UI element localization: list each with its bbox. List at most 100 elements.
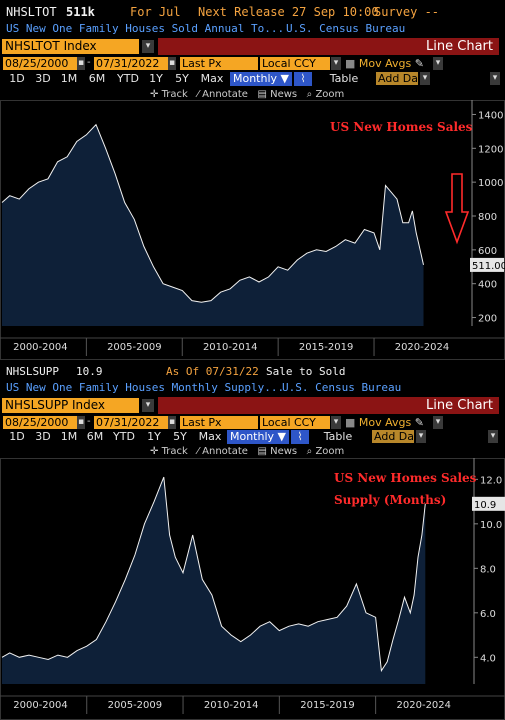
top-index-field[interactable]: NHSLTOT Index xyxy=(2,39,139,54)
top-chart-type[interactable]: Line Chart xyxy=(158,38,499,55)
top-ytick-label: 1200 xyxy=(478,144,503,155)
bottom-tools: ✛ Track ⁄ Annotate ▤ News ⌕ Zoom xyxy=(150,446,344,457)
top-mov-avgs[interactable]: ■ Mov Avgs ✎ xyxy=(345,57,424,70)
top-mov-avgs-label: Mov Avgs xyxy=(358,57,412,70)
bottom-xtick-label: 2000-2004 xyxy=(13,700,68,711)
bottom-frequency-select[interactable]: Monthly ▼ xyxy=(227,430,289,444)
top-range-1y[interactable]: 1Y xyxy=(149,72,163,85)
bottom-currency-dropdown[interactable]: ▾ xyxy=(331,416,341,429)
bottom-table-button[interactable]: Table xyxy=(320,430,356,444)
top-last-value-box xyxy=(470,257,504,272)
top-desc-line: US New One Family Houses Sold Annual To.… xyxy=(0,22,505,36)
bottom-range-6m[interactable]: 6M xyxy=(86,430,104,443)
top-currency-dropdown[interactable]: ▾ xyxy=(331,57,341,70)
bottom-sale: Sale to Sold xyxy=(266,365,346,378)
top-frequency-label: Monthly xyxy=(232,72,278,85)
top-xtick-label: 2005-2009 xyxy=(107,342,162,353)
bottom-chart[interactable]: 12.0 10.0 8.0 6.0 4.0 2000-2004 2005-2009 2010-… xyxy=(0,458,505,720)
top-tools: ✛ Track ⁄ Annotate ▤ News ⌕ Zoom xyxy=(150,89,344,100)
bottom-news-tool[interactable]: ▤ News xyxy=(257,446,298,457)
bottom-range-1m[interactable]: 1M xyxy=(60,430,78,443)
top-table-button[interactable]: Table xyxy=(326,72,362,86)
bottom-xtick-label: 2010-2014 xyxy=(204,700,259,711)
bottom-add-dropdown[interactable]: ▾ xyxy=(416,430,426,443)
pencil-icon[interactable]: ✎ xyxy=(414,416,424,429)
top-for: For Jul xyxy=(130,5,181,19)
top-annotate-tool[interactable]: ⁄ Annotate xyxy=(197,89,248,100)
top-range-3d[interactable]: 3D xyxy=(35,72,51,85)
bottom-annotate-tool[interactable]: ⁄ Annotate xyxy=(197,446,248,457)
top-annotation: US New Homes Sales xyxy=(330,120,473,134)
bottom-track-tool[interactable]: ✛ Track xyxy=(150,446,188,457)
top-end-date[interactable]: 07/31/2022 xyxy=(94,57,168,70)
bottom-as-of: As Of 07/31/22 xyxy=(166,365,259,378)
top-chart[interactable]: 1400 1200 1000 800 600 400 200 2000-2004 2005-20… xyxy=(0,100,505,360)
bottom-last-value-box xyxy=(472,496,505,511)
top-settings-dropdown[interactable]: ▾ xyxy=(490,72,500,85)
bottom-currency[interactable]: Local CCY xyxy=(260,416,330,429)
top-date-sep: - xyxy=(87,57,91,68)
top-range-5y[interactable]: 5Y xyxy=(175,72,189,85)
bottom-description: US New One Family Houses Monthly Supply.… xyxy=(6,381,285,394)
bottom-range-ytd[interactable]: YTD xyxy=(113,430,135,443)
bottom-series-line xyxy=(1,476,426,673)
bottom-range-1d[interactable]: 1D xyxy=(9,430,25,443)
top-end-calendar-icon[interactable]: ▪ xyxy=(168,57,176,70)
top-start-date[interactable]: 08/25/2000 xyxy=(3,57,77,70)
top-mov-dropdown[interactable]: ▾ xyxy=(433,57,443,70)
top-value: 511k xyxy=(66,5,95,19)
top-price-field[interactable]: Last Px xyxy=(180,57,258,70)
bottom-end-calendar-icon[interactable]: ▪ xyxy=(168,416,176,429)
bottom-range-3d[interactable]: 3D xyxy=(35,430,51,443)
top-down-arrow-icon xyxy=(444,173,470,245)
bottom-range-max[interactable]: Max xyxy=(198,430,222,443)
top-panel: NHSLTOT 511k For Jul Next Release 27 Sep… xyxy=(0,5,505,360)
top-frequency-select[interactable]: Monthly ▼ xyxy=(230,72,292,86)
top-news-tool[interactable]: ▤ News xyxy=(257,89,298,100)
bottom-price-field[interactable]: Last Px xyxy=(180,416,258,429)
top-range-1d[interactable]: 1D xyxy=(9,72,25,85)
bottom-ytick-label: 10.0 xyxy=(480,520,502,531)
bottom-date-sep: - xyxy=(87,416,91,427)
bottom-mov-dropdown[interactable]: ▾ xyxy=(433,416,443,429)
top-chart-style-icon[interactable]: ⌇ xyxy=(294,72,312,86)
bottom-annotate-label: Annotate xyxy=(202,446,248,457)
top-zoom-tool[interactable]: ⌕ Zoom xyxy=(306,89,345,100)
bottom-range-5y[interactable]: 5Y xyxy=(173,430,187,443)
bottom-index-field[interactable]: NHSLSUPP Index xyxy=(2,398,139,413)
bottom-settings-dropdown[interactable]: ▾ xyxy=(488,430,498,443)
bottom-start-date[interactable]: 08/25/2000 xyxy=(3,416,77,429)
top-add-data[interactable]: Add Da xyxy=(376,72,419,85)
top-zoom-label: Zoom xyxy=(315,89,345,100)
bottom-chart-type[interactable]: Line Chart xyxy=(158,397,499,414)
top-ytick-label: 200 xyxy=(478,314,497,325)
bottom-mov-avgs[interactable]: ■ Mov Avgs ✎ xyxy=(345,416,424,429)
bottom-annotation-line1: US New Homes Sales xyxy=(334,471,477,485)
bottom-area xyxy=(2,477,426,684)
top-currency[interactable]: Local CCY xyxy=(260,57,330,70)
top-table-label: Table xyxy=(329,72,359,85)
top-track-label: Track xyxy=(161,89,188,100)
bottom-end-date[interactable]: 07/31/2022 xyxy=(94,416,168,429)
bottom-ticker-line: NHSLSUPP 10.9 As Of 07/31/22 Sale to Sol… xyxy=(0,365,505,379)
bottom-frequency-label: Monthly xyxy=(229,430,275,443)
bottom-add-data[interactable]: Add Da xyxy=(372,430,415,443)
top-ticker-line: NHSLTOT 511k For Jul Next Release 27 Sep… xyxy=(0,5,505,19)
top-range-max[interactable]: Max xyxy=(200,72,224,85)
pencil-icon[interactable]: ✎ xyxy=(414,57,424,70)
top-xtick-label: 2010-2014 xyxy=(203,342,258,353)
bottom-chart-style-icon[interactable]: ⌇ xyxy=(291,430,309,444)
bottom-zoom-tool[interactable]: ⌕ Zoom xyxy=(306,446,345,457)
top-range-6m[interactable]: 6M xyxy=(88,72,106,85)
top-range-ytd[interactable]: YTD xyxy=(117,72,139,85)
top-range-1m[interactable]: 1M xyxy=(60,72,78,85)
top-add-dropdown[interactable]: ▾ xyxy=(420,72,430,85)
bottom-index-dropdown[interactable]: ▾ xyxy=(142,399,154,412)
top-survey: Survey -- xyxy=(374,5,440,19)
bottom-xtick-label: 2020-2024 xyxy=(397,700,452,711)
bottom-range-1y[interactable]: 1Y xyxy=(147,430,161,443)
top-start-calendar-icon[interactable]: ▪ xyxy=(77,57,85,70)
bottom-start-calendar-icon[interactable]: ▪ xyxy=(77,416,85,429)
top-index-dropdown[interactable]: ▾ xyxy=(142,40,154,53)
top-track-tool[interactable]: ✛ Track xyxy=(150,89,188,100)
